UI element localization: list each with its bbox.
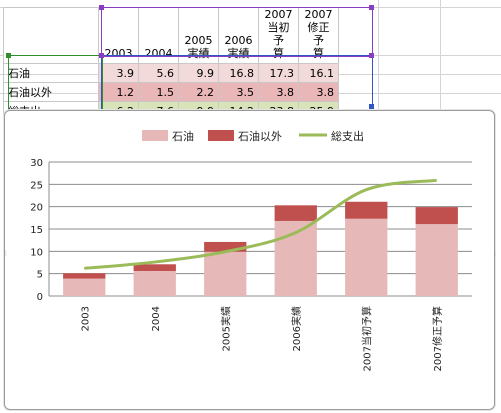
value-cell[interactable]: 1.2: [99, 83, 139, 102]
y-tick-label: 30: [30, 158, 43, 169]
header-corner-cell[interactable]: [4, 8, 99, 64]
table-row: 石油 3.9 5.6 9.9 16.8 17.3 16.1: [4, 64, 339, 83]
bar-oil: [345, 219, 387, 296]
value-cell[interactable]: 16.1: [299, 64, 339, 83]
bar-oil: [63, 279, 105, 296]
value-cell[interactable]: 2.2: [179, 83, 219, 102]
value-cell[interactable]: 3.5: [219, 83, 259, 102]
legend-label-total: 総支出: [331, 129, 364, 143]
value-cell[interactable]: 9.9: [179, 64, 219, 83]
resize-grip-right[interactable]: ⋮: [492, 251, 497, 257]
x-tick-label: 2007修正予算: [431, 306, 444, 371]
value-cell[interactable]: 17.3: [259, 64, 299, 83]
header-cell[interactable]: 2007 当初予 算: [259, 8, 299, 64]
x-axis-labels: 2003 2004 2005実績 2006実績 2007当初予算 2007修正予算: [80, 306, 444, 371]
x-tick-label: 2006実績: [290, 306, 303, 351]
resize-grip-top[interactable]: ⋯: [241, 108, 246, 114]
bar-non-oil: [63, 273, 105, 278]
bar-non-oil: [345, 202, 387, 219]
bar-non-oil: [134, 264, 176, 271]
resize-grip-left[interactable]: ⋮: [3, 251, 8, 257]
x-tick-label: 2003: [80, 306, 91, 331]
header-cell[interactable]: 2005 実績: [179, 8, 219, 64]
legend-swatch-non-oil: [208, 130, 234, 141]
value-cell[interactable]: 3.9: [99, 64, 139, 83]
header-cell-text: 2006 実績: [225, 34, 253, 60]
bar-non-oil: [416, 207, 458, 224]
bar-series: [63, 202, 458, 296]
header-cell-text: 2005 実績: [185, 34, 213, 60]
x-tick-label: 2005実績: [219, 306, 232, 351]
range-resize-handle[interactable]: [99, 5, 104, 10]
y-tick-label: 0: [37, 292, 43, 303]
header-cell[interactable]: 2007 修正予 算: [299, 8, 339, 64]
y-tick-label: 25: [30, 180, 43, 191]
x-tick-label: 2007当初予算: [360, 306, 373, 371]
row-label-cell[interactable]: 石油以外: [4, 83, 99, 102]
header-cell-text: 2007 当初予 算: [265, 8, 293, 60]
header-cell[interactable]: 2003: [99, 8, 139, 64]
grid-line: [440, 0, 441, 110]
value-cell[interactable]: 1.5: [139, 83, 179, 102]
range-resize-handle[interactable]: [6, 53, 11, 58]
y-tick-label: 15: [30, 225, 43, 236]
x-tick-label: 2004: [151, 306, 162, 331]
legend-swatch-oil: [142, 130, 168, 141]
range-resize-handle[interactable]: [369, 5, 374, 10]
header-cell-text: 2007 修正予 算: [305, 8, 333, 60]
grid-line: [378, 0, 379, 110]
data-table: 2003 2004 2005 実績 2006 実績 2007 当初予 算 200…: [3, 7, 339, 121]
header-cell[interactable]: 2006 実績: [219, 8, 259, 64]
value-cell[interactable]: 16.8: [219, 64, 259, 83]
y-tick-label: 10: [30, 247, 43, 258]
row-label-cell[interactable]: 石油: [4, 64, 99, 83]
value-cell[interactable]: 3.8: [299, 83, 339, 102]
bar-oil: [416, 224, 458, 296]
y-tick-label: 20: [30, 203, 43, 214]
bar-non-oil: [275, 205, 317, 221]
range-resize-handle[interactable]: [99, 53, 104, 58]
y-axis-ticks: 0 5 10 15 20 25 30: [30, 158, 43, 303]
header-cell[interactable]: 2004: [139, 8, 179, 64]
value-cell[interactable]: 3.8: [259, 83, 299, 102]
range-resize-handle[interactable]: [369, 104, 374, 109]
spreadsheet-area: 2003 2004 2005 実績 2006 実績 2007 当初予 算 200…: [0, 0, 501, 110]
range-resize-handle[interactable]: [369, 53, 374, 58]
table-row: 石油以外 1.2 1.5 2.2 3.5 3.8 3.8: [4, 83, 339, 102]
value-cell[interactable]: 5.6: [139, 64, 179, 83]
header-cell-text: 2003: [105, 47, 133, 60]
header-row: 2003 2004 2005 実績 2006 実績 2007 当初予 算 200…: [4, 8, 339, 64]
bar-oil: [204, 252, 246, 296]
header-cell-text: 2004: [145, 47, 173, 60]
legend: 石油 石油以外 総支出: [142, 129, 364, 143]
bar-oil: [134, 271, 176, 296]
legend-label-non-oil: 石油以外: [238, 129, 282, 143]
y-tick-label: 5: [37, 270, 43, 281]
legend-label-oil: 石油: [172, 129, 194, 143]
